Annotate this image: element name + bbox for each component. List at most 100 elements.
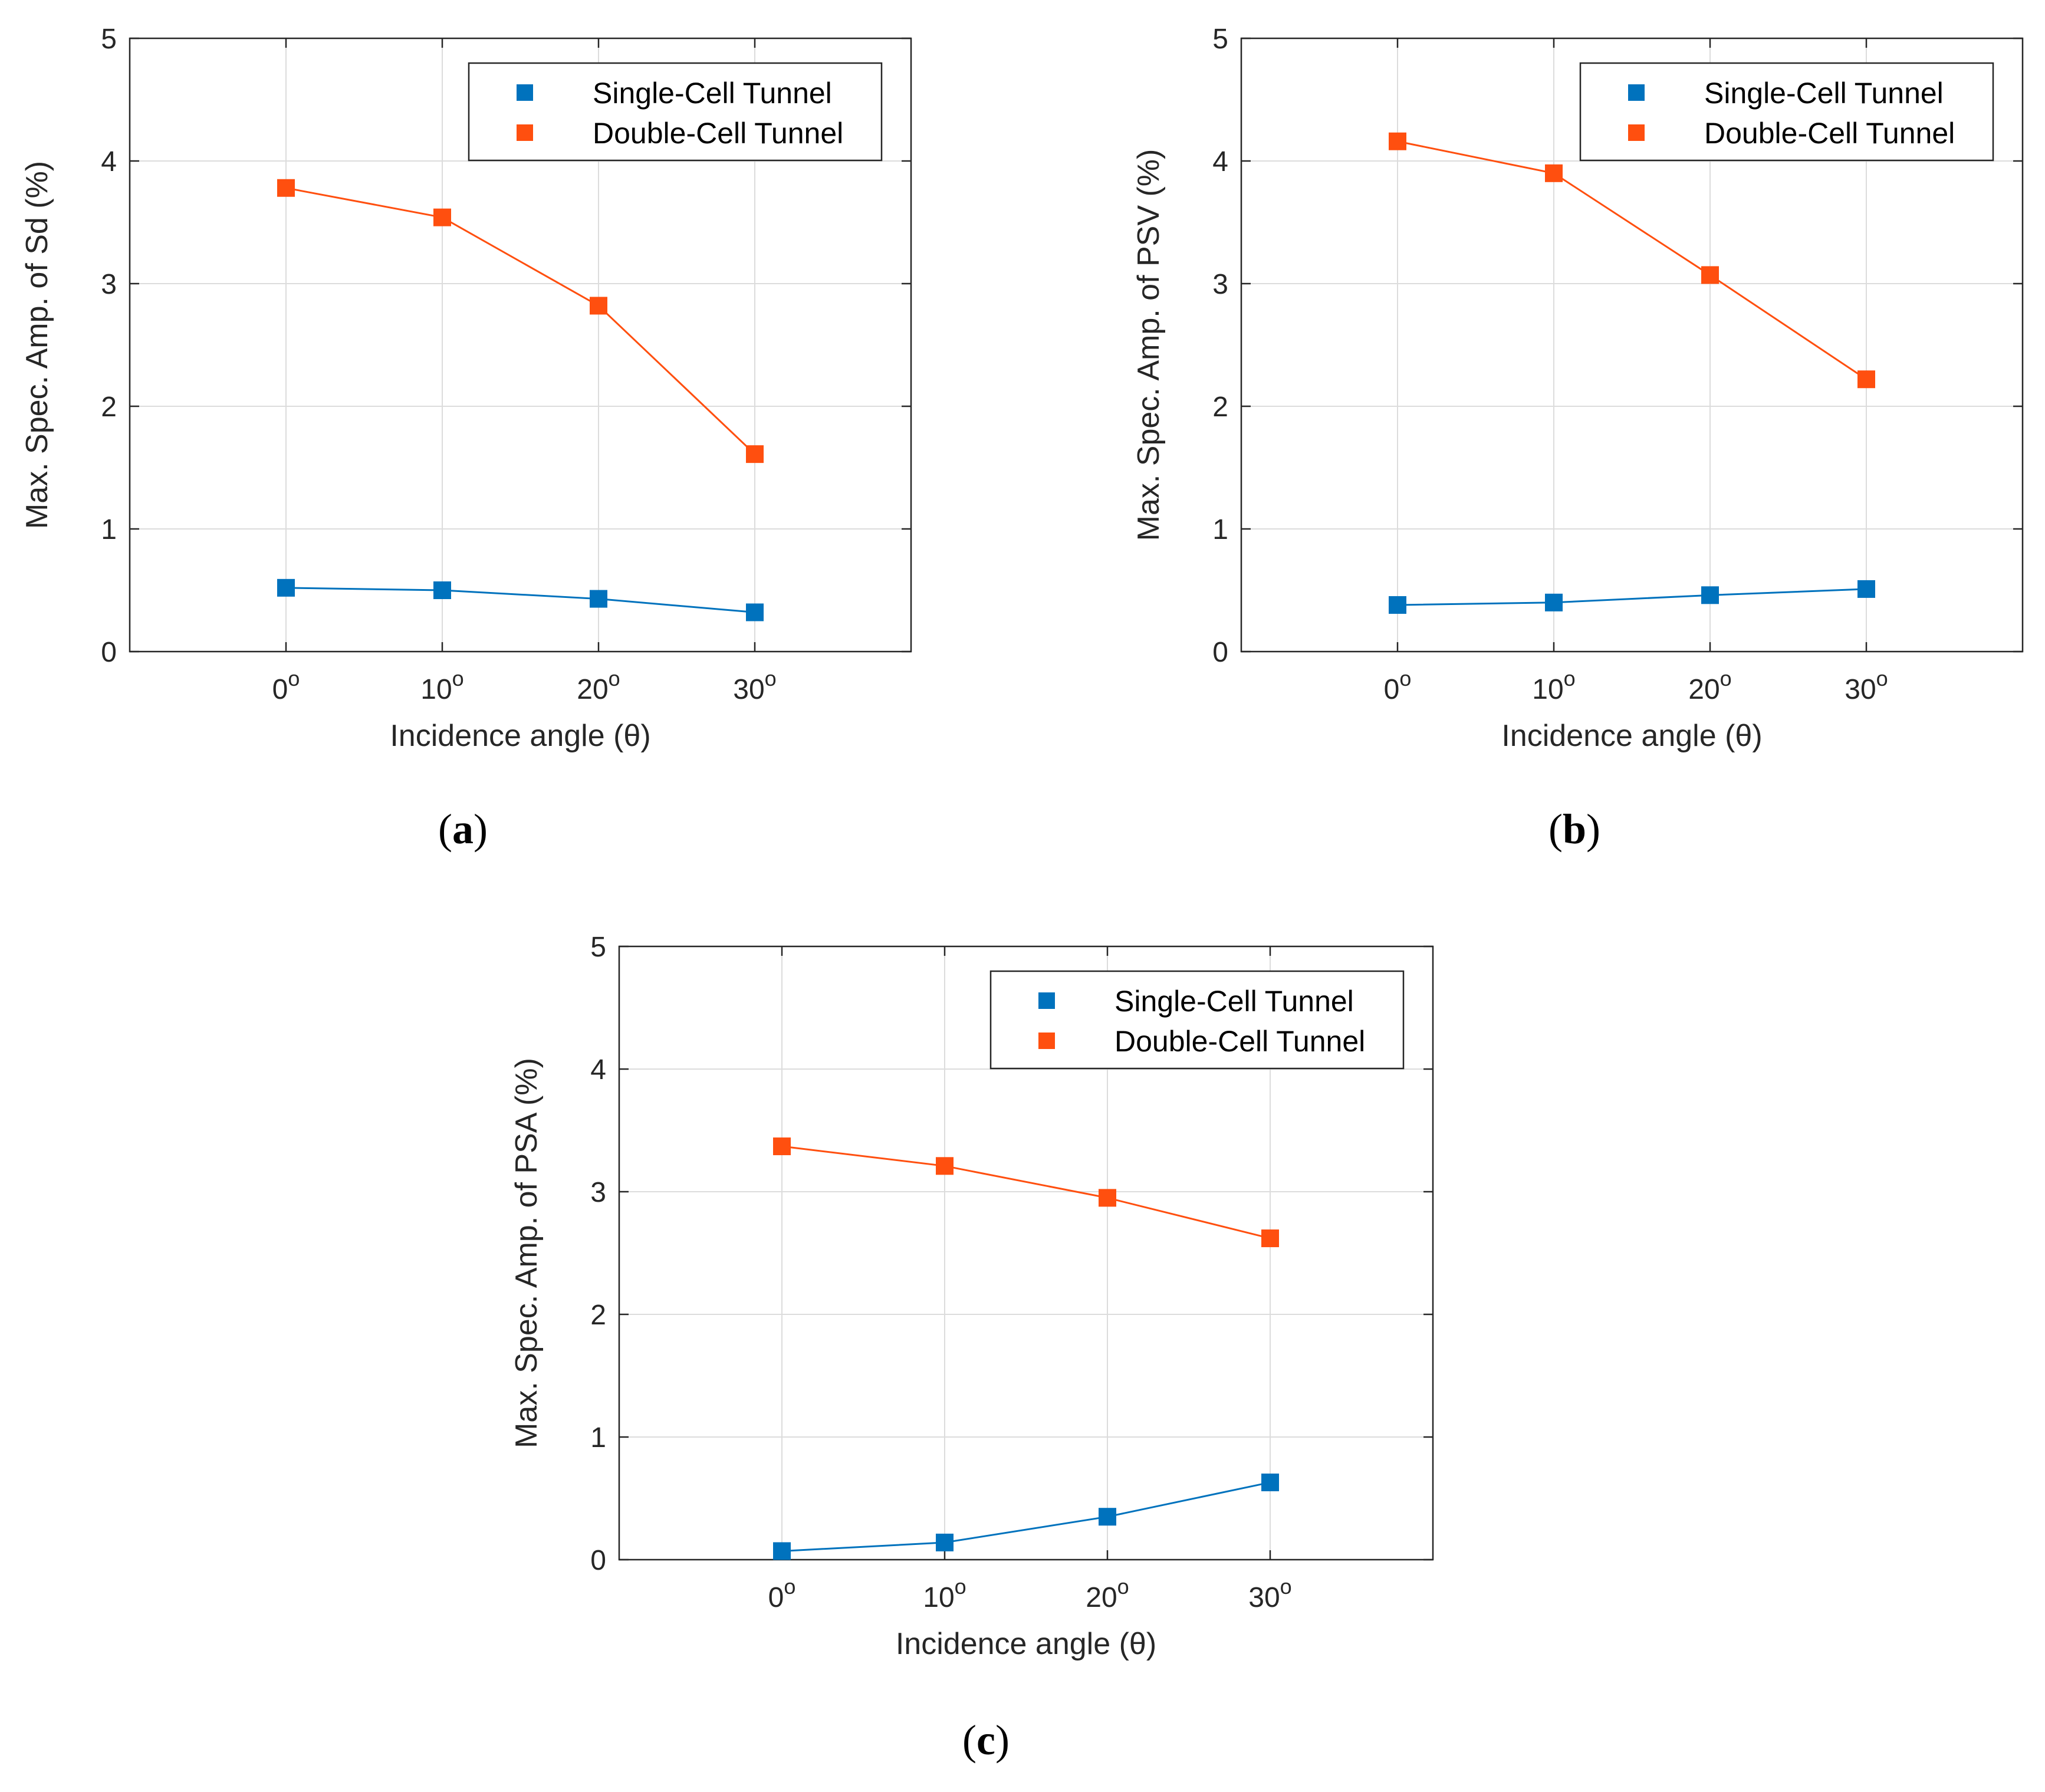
legend-marker-single-cell (1628, 84, 1645, 101)
y-axis-label: Max. Spec. Amp. of PSA (%) (509, 1058, 544, 1448)
legend-label-double-cell: Double-Cell Tunnel (593, 117, 843, 150)
chart-panel-b: 0 1 2 3 4 5 0o 10o 20o 30o Incidence angle (θ) Ma… (1132, 24, 2024, 853)
y-tick-label: 4 (590, 1054, 606, 1086)
x-tick-label: 30o (733, 666, 776, 705)
series-line-double (1397, 140, 1867, 380)
panel-label-b: (b) (1548, 805, 1600, 853)
x-tick-label: 30o (1248, 1574, 1291, 1613)
data-point-single (746, 603, 764, 622)
series-markers (1389, 132, 1875, 614)
series-line-double (781, 1145, 1271, 1239)
x-tick-label: 20o (577, 666, 620, 705)
series-line-single (1397, 588, 1867, 606)
y-tick-label: 3 (101, 269, 117, 300)
y-axis-label: Max. Spec. Amp. of PSV (%) (1132, 149, 1166, 541)
series-line-double (285, 187, 756, 455)
y-tick-label: 1 (590, 1422, 606, 1454)
y-tick-label: 3 (1212, 269, 1228, 300)
data-point-single (590, 590, 607, 608)
y-axis-label: Max. Spec. Amp. of Sd (%) (20, 161, 54, 529)
y-tick-label: 2 (1212, 392, 1228, 423)
y-tick-label: 0 (1212, 637, 1228, 668)
legend-marker-double-cell (517, 124, 533, 141)
data-point-single (1701, 586, 1719, 604)
axes-frame (129, 37, 912, 653)
y-tick-label: 2 (590, 1300, 606, 1331)
y-tick-label: 0 (590, 1545, 606, 1576)
axes-frame (618, 945, 1434, 1561)
data-point-double (1389, 132, 1406, 150)
data-point-double (746, 445, 764, 463)
x-tick-label: 0o (272, 666, 300, 705)
x-tick-label: 10o (923, 1574, 966, 1613)
series-line-single (285, 587, 755, 613)
legend-box (1579, 62, 1994, 162)
y-tick-label: 1 (101, 514, 117, 545)
y-tick-label: 5 (1212, 24, 1228, 55)
series-markers (773, 1137, 1279, 1560)
y-tick-label: 1 (1212, 514, 1228, 545)
data-point-double (433, 208, 451, 226)
data-point-single (1099, 1508, 1116, 1526)
data-point-single (936, 1533, 954, 1551)
data-point-double (773, 1137, 791, 1156)
data-point-double (277, 179, 295, 197)
data-point-single (1545, 593, 1563, 611)
data-point-single (277, 578, 295, 597)
data-point-single (1857, 580, 1875, 598)
data-point-double (1701, 266, 1719, 284)
series-lines (285, 187, 756, 613)
data-point-double (1857, 370, 1875, 389)
x-tick-label: 20o (1086, 1574, 1129, 1613)
y-tick-label: 4 (1212, 146, 1228, 177)
x-tick-label: 30o (1845, 666, 1888, 705)
legend: Single-Cell Tunnel Double-Cell Tunnel (989, 970, 1405, 1070)
legend-label-single-cell: Single-Cell Tunnel (1704, 77, 1944, 110)
x-axis-label: Incidence angle (θ) (896, 1627, 1156, 1661)
data-point-double (936, 1157, 954, 1175)
legend: Single-Cell Tunnel Double-Cell Tunnel (468, 62, 883, 162)
panel-label-a: (a) (438, 805, 488, 853)
legend-label-double-cell: Double-Cell Tunnel (1114, 1025, 1365, 1058)
series-lines (1397, 140, 1867, 606)
y-tick-label: 5 (101, 24, 117, 55)
data-point-single (433, 581, 451, 599)
ticks: 0 1 2 3 4 5 0o 10o 20o 30o (1212, 24, 2023, 705)
data-point-single (1389, 596, 1406, 614)
panel-label-c: (c) (962, 1717, 1010, 1764)
legend-label-single-cell: Single-Cell Tunnel (1114, 985, 1354, 1018)
x-axis-label: Incidence angle (θ) (390, 719, 650, 753)
y-tick-label: 0 (101, 637, 117, 668)
legend-box (468, 62, 883, 162)
data-point-double (1261, 1229, 1279, 1248)
data-point-single (773, 1542, 791, 1560)
axes-frame (1240, 37, 2024, 653)
x-tick-label: 0o (768, 1574, 796, 1613)
data-point-double (1099, 1189, 1116, 1207)
y-tick-label: 5 (590, 932, 606, 963)
data-point-double (590, 297, 607, 315)
chart-panel-a: 0 1 2 3 4 5 0o 10o 20o 30o Incidence angle (θ) Ma… (20, 24, 912, 853)
ticks: 0 1 2 3 4 5 0o 10o 20o 30o (101, 24, 911, 705)
legend-marker-single-cell (1038, 992, 1055, 1009)
ticks: 0 1 2 3 4 5 0o 10o 20o 30o (590, 932, 1433, 1613)
legend-marker-double-cell (1038, 1033, 1055, 1049)
x-tick-label: 10o (1532, 666, 1575, 705)
x-tick-label: 20o (1688, 666, 1731, 705)
series-markers (277, 179, 764, 622)
legend: Single-Cell Tunnel Double-Cell Tunnel (1579, 62, 1994, 162)
chart-panel-c: 0 1 2 3 4 5 0o 10o 20o 30o Incidence angle (θ) Ma… (509, 932, 1434, 1764)
y-tick-label: 4 (101, 146, 117, 177)
legend-label-double-cell: Double-Cell Tunnel (1704, 117, 1955, 150)
x-tick-label: 0o (1384, 666, 1412, 705)
data-point-double (1545, 164, 1563, 182)
y-tick-label: 3 (590, 1177, 606, 1208)
series-line-single (781, 1481, 1271, 1552)
legend-label-single-cell: Single-Cell Tunnel (593, 77, 832, 110)
x-axis-label: Incidence angle (θ) (1501, 719, 1762, 753)
legend-marker-single-cell (517, 84, 533, 101)
series-lines (781, 1145, 1271, 1552)
data-point-single (1261, 1473, 1279, 1491)
legend-marker-double-cell (1628, 124, 1645, 141)
